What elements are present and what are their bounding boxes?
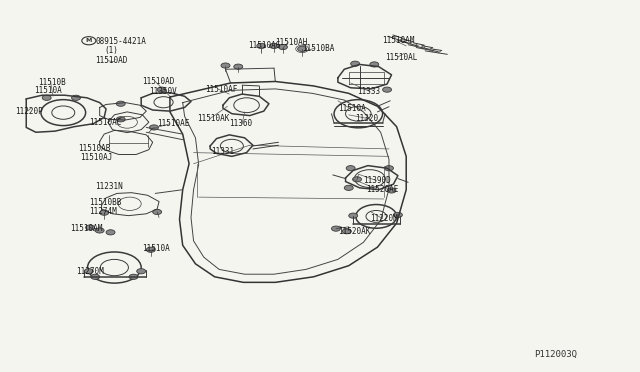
Text: 11510BB: 11510BB <box>89 198 121 207</box>
Text: 11510AL: 11510AL <box>385 52 417 61</box>
Text: 11510A: 11510A <box>34 86 61 95</box>
Text: 11510AE: 11510AE <box>157 119 189 128</box>
Text: 11270M: 11270M <box>76 267 104 276</box>
Circle shape <box>157 87 166 92</box>
Text: 11510AK: 11510AK <box>197 114 230 123</box>
Circle shape <box>298 46 307 51</box>
Text: 11510AC: 11510AC <box>89 119 121 128</box>
Text: 11350V: 11350V <box>149 87 177 96</box>
Circle shape <box>150 125 159 130</box>
Circle shape <box>257 43 266 48</box>
Text: 11510AF: 11510AF <box>205 85 237 94</box>
Text: 08915-4421A: 08915-4421A <box>95 37 146 46</box>
Circle shape <box>153 209 162 215</box>
Text: 11510AD: 11510AD <box>95 56 127 65</box>
Circle shape <box>137 269 146 274</box>
Circle shape <box>100 210 109 215</box>
Circle shape <box>346 166 355 171</box>
Circle shape <box>91 274 100 279</box>
Text: 11220M: 11220M <box>370 214 397 223</box>
Circle shape <box>116 117 125 122</box>
Text: 11331: 11331 <box>211 147 235 156</box>
Circle shape <box>72 95 81 100</box>
Circle shape <box>95 228 104 233</box>
Circle shape <box>269 43 278 48</box>
Text: 11320: 11320 <box>355 114 378 123</box>
Text: P112003Q: P112003Q <box>534 350 577 359</box>
Text: (1): (1) <box>105 46 118 55</box>
Text: 11510AJ: 11510AJ <box>81 153 113 161</box>
Text: 11274M: 11274M <box>89 208 116 217</box>
Circle shape <box>387 188 396 193</box>
Circle shape <box>344 185 353 190</box>
Circle shape <box>383 87 392 92</box>
Circle shape <box>106 230 115 235</box>
Text: 11510AM: 11510AM <box>383 36 415 45</box>
Circle shape <box>349 213 358 218</box>
Text: 11510AG: 11510AG <box>248 41 281 51</box>
Text: M: M <box>86 38 92 43</box>
Text: 11360: 11360 <box>229 119 252 128</box>
Text: 11231N: 11231N <box>95 182 123 191</box>
Circle shape <box>147 247 156 252</box>
Circle shape <box>394 212 403 218</box>
Circle shape <box>351 61 360 66</box>
Text: 11510AD: 11510AD <box>143 77 175 86</box>
Circle shape <box>278 44 287 49</box>
Text: 11510AH: 11510AH <box>275 38 308 47</box>
Text: 11510AB: 11510AB <box>79 144 111 153</box>
Text: 11220P: 11220P <box>15 108 42 116</box>
Text: 11510AM: 11510AM <box>70 224 102 233</box>
Circle shape <box>234 64 243 69</box>
Circle shape <box>42 95 51 100</box>
Circle shape <box>116 101 125 106</box>
Text: 11520AK: 11520AK <box>338 227 371 236</box>
Text: 11510BA: 11510BA <box>302 44 335 52</box>
Text: 11510A: 11510A <box>143 244 170 253</box>
Text: 11510B: 11510B <box>38 78 65 87</box>
Circle shape <box>342 229 351 234</box>
Text: 11510A: 11510A <box>338 105 365 113</box>
Circle shape <box>84 269 93 274</box>
Circle shape <box>332 226 340 231</box>
Circle shape <box>86 225 95 230</box>
Circle shape <box>385 166 394 171</box>
Circle shape <box>353 177 362 182</box>
Text: 11520AE: 11520AE <box>366 185 398 194</box>
Text: 11390D: 11390D <box>364 176 391 185</box>
Circle shape <box>221 63 230 68</box>
Text: 11333: 11333 <box>357 87 380 96</box>
Circle shape <box>370 62 379 67</box>
Circle shape <box>129 274 138 279</box>
